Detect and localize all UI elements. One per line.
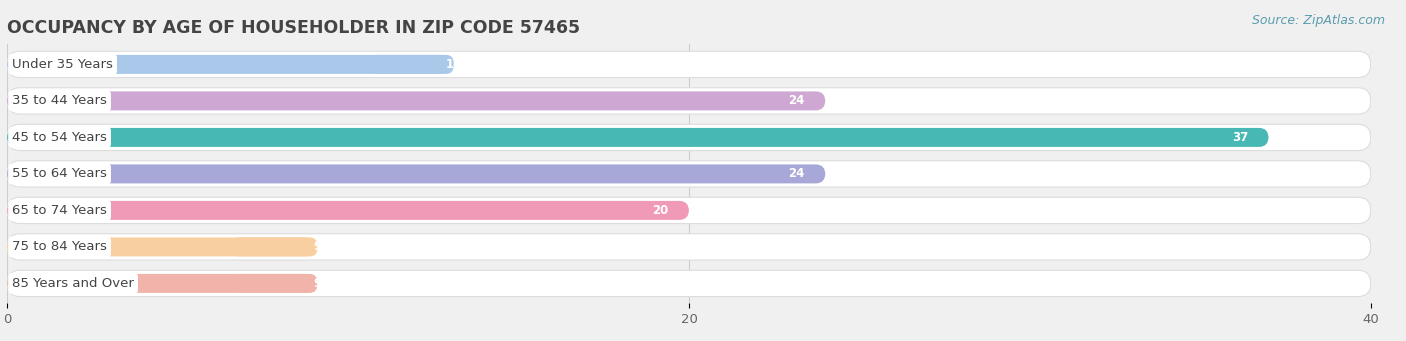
Text: 24: 24: [789, 167, 804, 180]
FancyBboxPatch shape: [7, 55, 450, 74]
FancyBboxPatch shape: [7, 197, 1371, 224]
Text: Under 35 Years: Under 35 Years: [13, 58, 112, 71]
Text: 45 to 54 Years: 45 to 54 Years: [13, 131, 107, 144]
FancyBboxPatch shape: [7, 164, 825, 183]
FancyBboxPatch shape: [7, 234, 1371, 260]
FancyBboxPatch shape: [7, 161, 1371, 187]
FancyBboxPatch shape: [368, 55, 454, 74]
FancyBboxPatch shape: [7, 274, 314, 293]
FancyBboxPatch shape: [7, 128, 1268, 147]
FancyBboxPatch shape: [7, 91, 825, 110]
Text: 37: 37: [1232, 131, 1249, 144]
FancyBboxPatch shape: [7, 124, 1371, 150]
Text: 35 to 44 Years: 35 to 44 Years: [13, 94, 107, 107]
Text: 9: 9: [314, 240, 322, 253]
FancyBboxPatch shape: [7, 237, 314, 256]
Text: 75 to 84 Years: 75 to 84 Years: [13, 240, 107, 253]
Text: Source: ZipAtlas.com: Source: ZipAtlas.com: [1251, 14, 1385, 27]
Text: 85 Years and Over: 85 Years and Over: [13, 277, 134, 290]
FancyBboxPatch shape: [7, 51, 1371, 77]
FancyBboxPatch shape: [232, 274, 318, 293]
FancyBboxPatch shape: [7, 88, 1371, 114]
FancyBboxPatch shape: [7, 270, 1371, 297]
Text: 9: 9: [314, 277, 322, 290]
Text: 20: 20: [652, 204, 668, 217]
Text: 65 to 74 Years: 65 to 74 Years: [13, 204, 107, 217]
Text: 13: 13: [446, 58, 461, 71]
Text: OCCUPANCY BY AGE OF HOUSEHOLDER IN ZIP CODE 57465: OCCUPANCY BY AGE OF HOUSEHOLDER IN ZIP C…: [7, 19, 581, 37]
Text: 24: 24: [789, 94, 804, 107]
Text: 55 to 64 Years: 55 to 64 Years: [13, 167, 107, 180]
FancyBboxPatch shape: [232, 237, 318, 256]
FancyBboxPatch shape: [7, 201, 689, 220]
